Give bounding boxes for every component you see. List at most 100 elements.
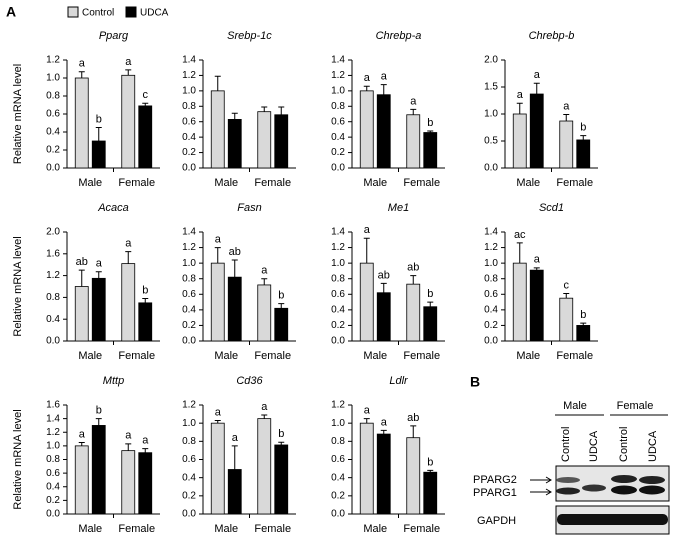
significance-letter: a (364, 72, 371, 84)
legend-swatch (67, 6, 79, 18)
y-tick-label: 0.2 (484, 320, 498, 331)
y-tick-label: 1.0 (46, 73, 60, 84)
significance-letter: a (517, 89, 524, 101)
blot-group: Female (617, 400, 654, 412)
error-bar (78, 269, 85, 287)
bar (423, 471, 438, 515)
y-tick-label: 1.0 (484, 109, 498, 120)
y-tick-label: 0.0 (331, 336, 345, 347)
error-bar (533, 82, 540, 95)
significance-letter: b (96, 405, 102, 417)
chart-title: Cd36 (236, 375, 263, 387)
significance-letter: b (96, 113, 102, 125)
y-tick-label: 0.6 (331, 116, 345, 127)
lane-label: Control (618, 427, 630, 462)
y-tick-label: 0.8 (331, 436, 345, 447)
significance-letter: a (125, 430, 132, 442)
chart-title: Acaca (97, 202, 129, 214)
lane-label: UDCA (647, 430, 659, 462)
western-blot: Male Female Control UDCA Control UDCA PP… (473, 400, 670, 535)
significance-letter: b (278, 290, 284, 302)
x-tick-label: Female (254, 523, 291, 535)
error-bar (95, 418, 102, 426)
y-tick-label: 0.6 (46, 109, 60, 120)
bar (74, 445, 89, 515)
error-bar (125, 443, 132, 451)
significance-letter: a (410, 95, 417, 107)
significance-letter: b (580, 309, 586, 321)
y-tick-label: 1.2 (182, 400, 196, 411)
y-tick-label: 0.0 (46, 509, 60, 520)
band (611, 475, 637, 483)
y-tick-label: 1.0 (182, 258, 196, 269)
blot-group: Male (563, 400, 587, 412)
bar (406, 114, 421, 169)
significance-letter: c (564, 279, 570, 291)
x-tick-label: Male (363, 523, 387, 535)
bar (406, 437, 421, 515)
y-tick-label: 0.4 (182, 304, 196, 315)
error-bar (410, 275, 417, 285)
bar (74, 77, 89, 169)
error-bar (142, 448, 149, 453)
y-tick-label: 0.6 (182, 289, 196, 300)
significance-letter: a (215, 233, 222, 245)
y-tick-label: 1.0 (331, 85, 345, 96)
bar (512, 262, 527, 342)
y-tick-label: 1.4 (331, 227, 345, 238)
error-bar (261, 106, 268, 112)
x-tick-label: Male (78, 523, 102, 535)
error-bar (410, 108, 417, 115)
bar (423, 306, 438, 342)
error-bar (231, 259, 238, 278)
chart-title: Pparg (99, 30, 129, 42)
bar (121, 450, 136, 515)
error-bar (231, 112, 238, 120)
band (611, 485, 637, 495)
y-tick-label: 0.2 (331, 320, 345, 331)
y-tick-label: 0.4 (331, 304, 345, 315)
bar (257, 418, 272, 515)
y-tick-label: 1.2 (331, 70, 345, 81)
y-tick-label: 0.8 (46, 91, 60, 102)
y-tick-label: 0.8 (182, 273, 196, 284)
y-tick-label: 1.0 (46, 441, 60, 452)
band (556, 477, 580, 483)
y-tick-label: 0.8 (484, 273, 498, 284)
bar (121, 263, 136, 342)
y-tick-label: 1.2 (46, 270, 60, 281)
y-tick-label: 0.6 (182, 116, 196, 127)
error-bar (563, 114, 570, 122)
bar (91, 425, 106, 515)
bar (138, 302, 153, 342)
y-tick-label: 1.4 (484, 227, 498, 238)
significance-letter: ab (76, 256, 88, 268)
y-tick-label: 0.4 (182, 472, 196, 483)
bar (91, 277, 106, 342)
chart-title: Ldlr (389, 375, 409, 387)
error-bar (363, 85, 370, 91)
y-tick-label: 0.6 (331, 454, 345, 465)
y-tick-label: 0.0 (46, 336, 60, 347)
error-bar (410, 425, 417, 438)
error-bar (78, 71, 85, 78)
arrow (530, 476, 552, 496)
y-tick-label: 1.2 (182, 242, 196, 253)
bar (529, 93, 544, 169)
y-tick-label: 1.0 (331, 418, 345, 429)
y-tick-label: 1.4 (331, 55, 345, 66)
x-tick-label: Male (214, 177, 238, 189)
x-tick-label: Male (214, 523, 238, 535)
error-bar (214, 247, 221, 264)
significance-letter: a (232, 432, 239, 444)
x-tick-label: Female (556, 177, 593, 189)
y-tick-label: 1.6 (46, 400, 60, 411)
y-tick-label: 1.4 (182, 55, 196, 66)
bar (274, 307, 289, 342)
lane-label: UDCA (588, 430, 600, 462)
y-tick-label: 1.0 (331, 258, 345, 269)
y-tick-label: 1.4 (46, 413, 60, 424)
x-tick-label: Female (118, 523, 155, 535)
y-tick-label: 1.2 (182, 70, 196, 81)
